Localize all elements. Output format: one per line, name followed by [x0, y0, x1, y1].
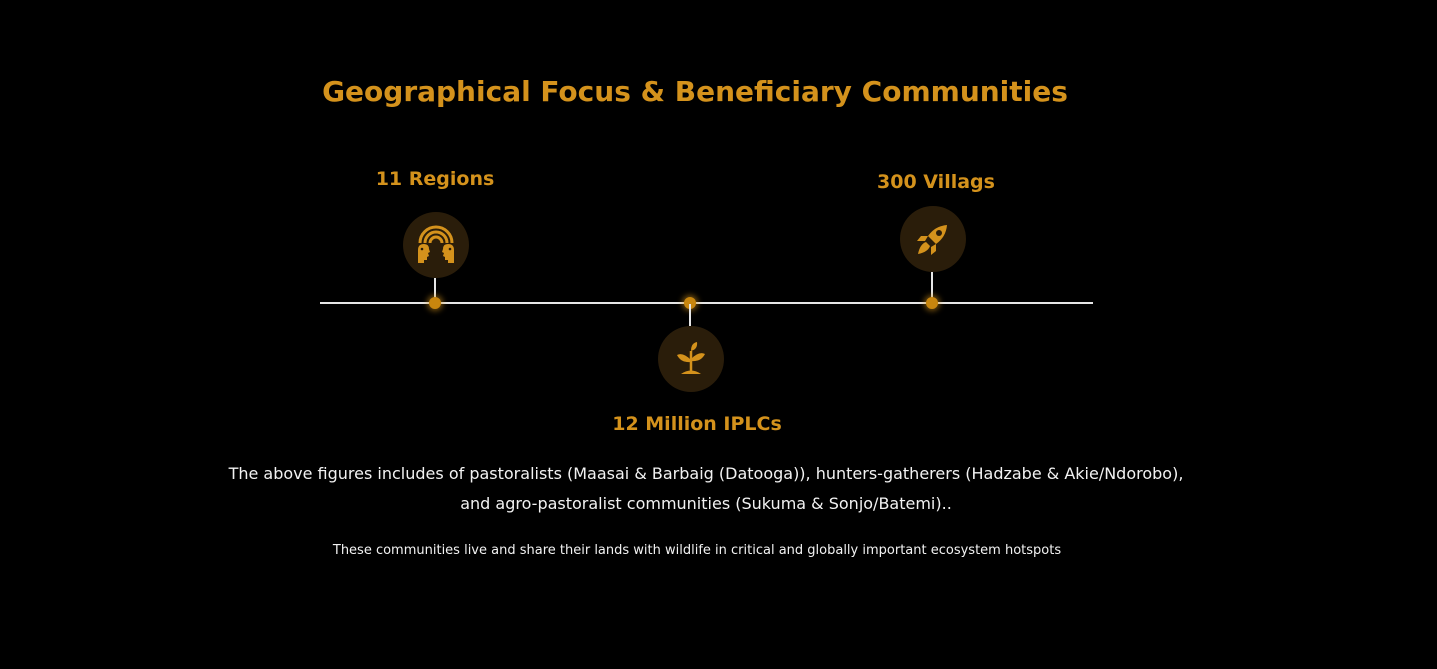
milestone-label-iplcs: 12 Million IPLCs: [612, 413, 782, 435]
page-title: Geographical Focus & Beneficiary Communi…: [322, 74, 1068, 108]
sprout-plant-icon: [677, 342, 705, 374]
timeline-dot-regions: [429, 297, 441, 309]
milestone-connector-regions: [434, 278, 436, 302]
milestone-icon-villages: [900, 206, 966, 272]
rocket-icon: [917, 225, 947, 255]
milestone-icon-regions: [403, 212, 469, 278]
ecosystem-note: These communities live and share their l…: [332, 543, 1062, 558]
description-line-1: The above figures includes of pastoralis…: [228, 464, 1184, 483]
milestone-connector-iplcs: [689, 304, 691, 326]
timeline-dot-villages: [926, 297, 938, 309]
community-rainbow-icon: [418, 225, 454, 263]
timeline-line: [320, 302, 1093, 304]
timeline-dot-iplcs: [684, 297, 696, 309]
milestone-connector-villages: [931, 272, 933, 302]
milestone-label-villages: 300 Villags: [877, 171, 995, 193]
description-line-2: and agro-pastoralist communities (Sukuma…: [460, 494, 952, 513]
milestone-icon-iplcs: [658, 326, 724, 392]
milestone-label-regions: 11 Regions: [375, 168, 495, 190]
